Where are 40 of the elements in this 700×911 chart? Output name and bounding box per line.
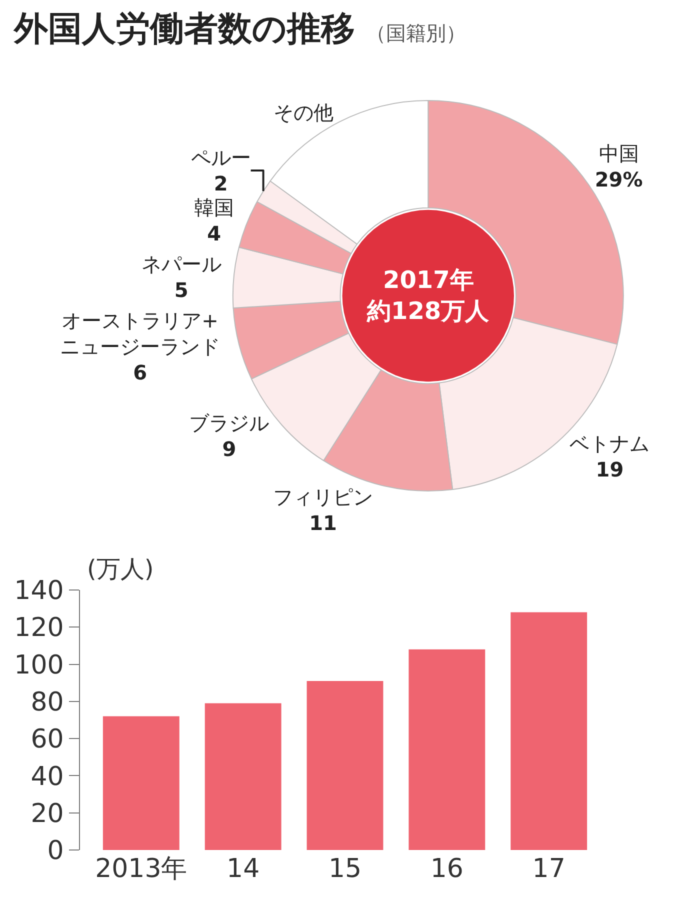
data-label: 6 xyxy=(133,360,147,385)
y-tick-label: 40 xyxy=(30,762,64,792)
y-tick-label: 60 xyxy=(30,724,64,755)
slice-label: オーストラリア+ ニュージーランド xyxy=(60,308,220,359)
data-label: 19 xyxy=(596,457,624,482)
y-tick-label: 100 xyxy=(14,650,64,680)
slice-label: その他 xyxy=(273,100,334,124)
slice-label: 韓国 xyxy=(194,196,234,220)
x-tick-label: 16 xyxy=(430,854,464,884)
x-tick-label: 2013年 xyxy=(95,854,188,884)
y-tick-label: 0 xyxy=(47,836,64,866)
y-tick-label: 20 xyxy=(30,798,64,829)
data-label: 11 xyxy=(309,511,337,536)
y-axis-title: (万人) xyxy=(87,555,154,583)
chart-title: 外国人労働者数の推移 xyxy=(13,9,355,49)
bar xyxy=(102,716,180,850)
data-label: 9 xyxy=(222,436,236,461)
data-label: 29% xyxy=(594,168,643,192)
slice-label: ブラジル xyxy=(189,410,270,435)
bar xyxy=(510,612,588,850)
bar xyxy=(204,703,282,850)
y-tick-label: 80 xyxy=(30,688,64,718)
chart-subtitle: （国籍別） xyxy=(366,21,466,45)
x-tick-label: 14 xyxy=(226,854,260,884)
text: 約128万人 xyxy=(366,297,490,325)
data-label: 5 xyxy=(174,278,188,302)
slice-label: ペルー xyxy=(190,146,251,170)
slice-label: ネパール xyxy=(141,252,222,276)
text: 2017年 xyxy=(383,266,474,294)
y-tick-label: 140 xyxy=(14,576,64,606)
bar xyxy=(408,649,486,850)
y-tick-label: 120 xyxy=(14,613,64,644)
slice-label: ベトナム xyxy=(570,431,650,456)
slice-label: フィリピン xyxy=(273,485,374,510)
x-tick-label: 15 xyxy=(328,854,362,884)
slice-label: 中国 xyxy=(598,142,639,166)
data-label: 2 xyxy=(214,172,228,196)
data-label: 4 xyxy=(207,222,222,246)
x-tick-label: 17 xyxy=(532,854,566,884)
bar xyxy=(306,681,384,850)
